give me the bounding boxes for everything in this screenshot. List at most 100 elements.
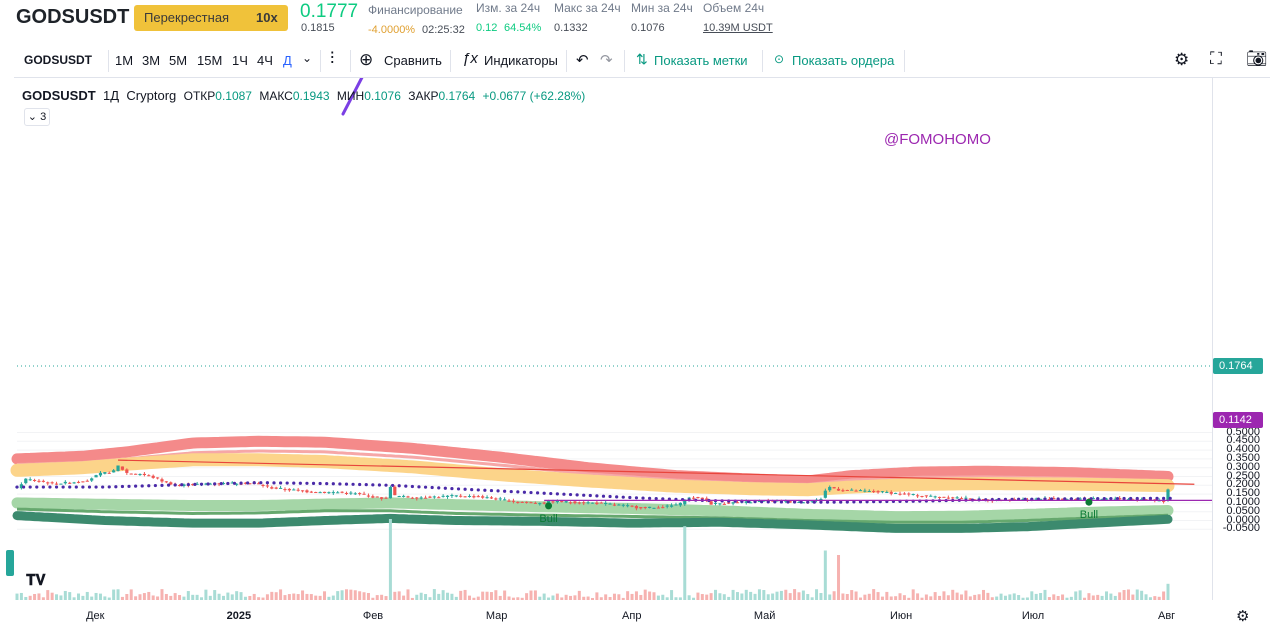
orders-icon[interactable]: ⊙	[774, 52, 785, 66]
volume-bar	[731, 589, 735, 600]
interval-3m[interactable]: 3М	[142, 53, 161, 68]
volume-bar	[287, 594, 291, 600]
marks-icon[interactable]: ⇅	[636, 51, 648, 67]
volume-bar	[485, 591, 489, 600]
camera-screenshot-icon[interactable]: 📷︎	[1246, 49, 1268, 68]
candle-body	[292, 489, 296, 491]
volume-bar	[876, 592, 880, 600]
candle-body	[691, 497, 696, 499]
fullscreen-icon[interactable]: ⛶	[1210, 49, 1222, 68]
legend-symbol: GODSUSDT	[22, 88, 96, 103]
volume-bar	[542, 593, 546, 600]
divider	[762, 50, 763, 72]
volume-bar	[832, 591, 836, 600]
ma-dot	[404, 484, 408, 488]
legend-open-label: ОТКР	[183, 89, 216, 103]
candle-body	[880, 491, 885, 493]
show-marks-button[interactable]: Показать метки	[654, 53, 748, 68]
interval-4h[interactable]: 4Ч	[257, 53, 273, 68]
redo-icon[interactable]: ↷	[600, 52, 613, 69]
candle-body	[560, 501, 564, 503]
ma-dot	[839, 500, 843, 504]
candle-body	[191, 484, 195, 486]
volume-bar	[270, 591, 274, 600]
ma-dot	[298, 481, 302, 485]
volume-bar	[503, 590, 507, 600]
settings-gear-icon[interactable]: ⚙	[1174, 50, 1190, 69]
ma-dot	[28, 485, 32, 489]
price-scale[interactable]	[1212, 78, 1268, 600]
candle-body	[942, 496, 946, 498]
volume-bar	[182, 596, 186, 600]
price-tick-label: 0.4000	[1226, 443, 1260, 456]
toolbar-symbol[interactable]: GODSUSDT	[24, 53, 93, 67]
volume-bar	[1069, 596, 1073, 600]
ma-dot	[615, 495, 619, 499]
candle-body	[503, 499, 507, 501]
candle-body	[586, 502, 590, 504]
candle-body	[626, 505, 630, 507]
candle-body	[665, 505, 669, 507]
candle-body	[419, 497, 423, 499]
candle-body	[103, 472, 107, 474]
interval-1m[interactable]: 1М	[115, 53, 134, 68]
candle-body	[437, 497, 441, 499]
sidebar-toggle-handle[interactable]	[6, 550, 14, 576]
margin-mode-badge[interactable]: Перекрестная 10x	[134, 5, 288, 31]
compare-plus-icon[interactable]: ⊕	[359, 50, 374, 69]
indicators-collapse-button[interactable]: ⌄ 3	[24, 108, 50, 126]
ma-dot	[160, 483, 164, 487]
candle-body	[388, 487, 393, 499]
candle-body	[951, 497, 955, 499]
candle-body	[72, 482, 76, 484]
ma-dot	[101, 485, 105, 489]
volume-bar	[384, 596, 388, 600]
compare-button[interactable]: Сравнить	[384, 53, 442, 68]
volume-bar	[1008, 594, 1012, 600]
candle-body	[634, 506, 639, 509]
interval-1d[interactable]: Д	[283, 53, 292, 68]
candle-body	[595, 502, 599, 504]
undo-icon[interactable]: ↶	[576, 52, 589, 69]
indicators-fx-icon[interactable]: ƒx	[462, 50, 478, 67]
candle-body	[401, 495, 406, 497]
show-orders-button[interactable]: Показать ордера	[792, 53, 895, 68]
ma-dot	[1122, 496, 1126, 501]
candle-body	[771, 500, 775, 502]
symbol-title[interactable]: GODSUSDT	[16, 6, 130, 28]
axis-settings-gear-icon[interactable]: ⚙	[1236, 608, 1250, 625]
high-value: 0.1332	[554, 22, 588, 34]
divider	[566, 50, 567, 72]
candle-type-icon[interactable]: ⫶	[330, 49, 335, 68]
candle-body	[1104, 498, 1109, 500]
candle-body	[68, 482, 72, 484]
last-price-tag: 0.1764	[1213, 358, 1263, 374]
candle-body	[248, 483, 252, 485]
candle-body	[125, 469, 129, 473]
interval-15m[interactable]: 15М	[197, 53, 223, 68]
volume-bar	[1148, 597, 1152, 600]
ma-dot	[858, 500, 863, 504]
volume-bar	[1166, 583, 1170, 600]
indicators-button[interactable]: Индикаторы	[484, 53, 558, 68]
interval-1h[interactable]: 1Ч	[232, 53, 248, 68]
volume-bar	[555, 593, 559, 600]
ma-dot	[555, 492, 559, 496]
ma-dot	[535, 491, 540, 495]
volume-bar	[1047, 597, 1051, 600]
volume-bar	[112, 589, 116, 600]
interval-5m[interactable]: 5М	[169, 53, 188, 68]
volume-bar	[573, 595, 577, 600]
ma-dot	[265, 481, 270, 485]
candle-body	[498, 498, 502, 500]
volume-bar	[942, 591, 946, 600]
change-pct: 64.54%	[504, 22, 542, 34]
ma-dot	[35, 485, 39, 489]
ma-dot	[239, 481, 243, 485]
ma-dot	[81, 485, 85, 489]
price-tick-label: 0.3500	[1226, 451, 1260, 464]
volume-bar	[454, 596, 458, 600]
candle-body	[230, 482, 234, 484]
interval-dropdown-chevron-icon[interactable]: ⌄	[302, 51, 313, 65]
